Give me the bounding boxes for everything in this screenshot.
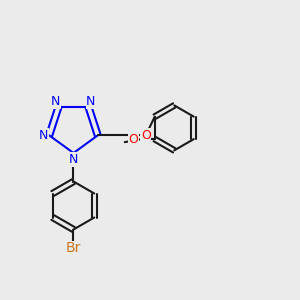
Text: N: N [51,95,60,108]
Text: N: N [86,95,96,108]
Text: N: N [69,153,78,166]
Text: O: O [128,133,138,146]
Text: O: O [141,129,151,142]
Text: Br: Br [66,242,81,255]
Text: N: N [39,129,49,142]
